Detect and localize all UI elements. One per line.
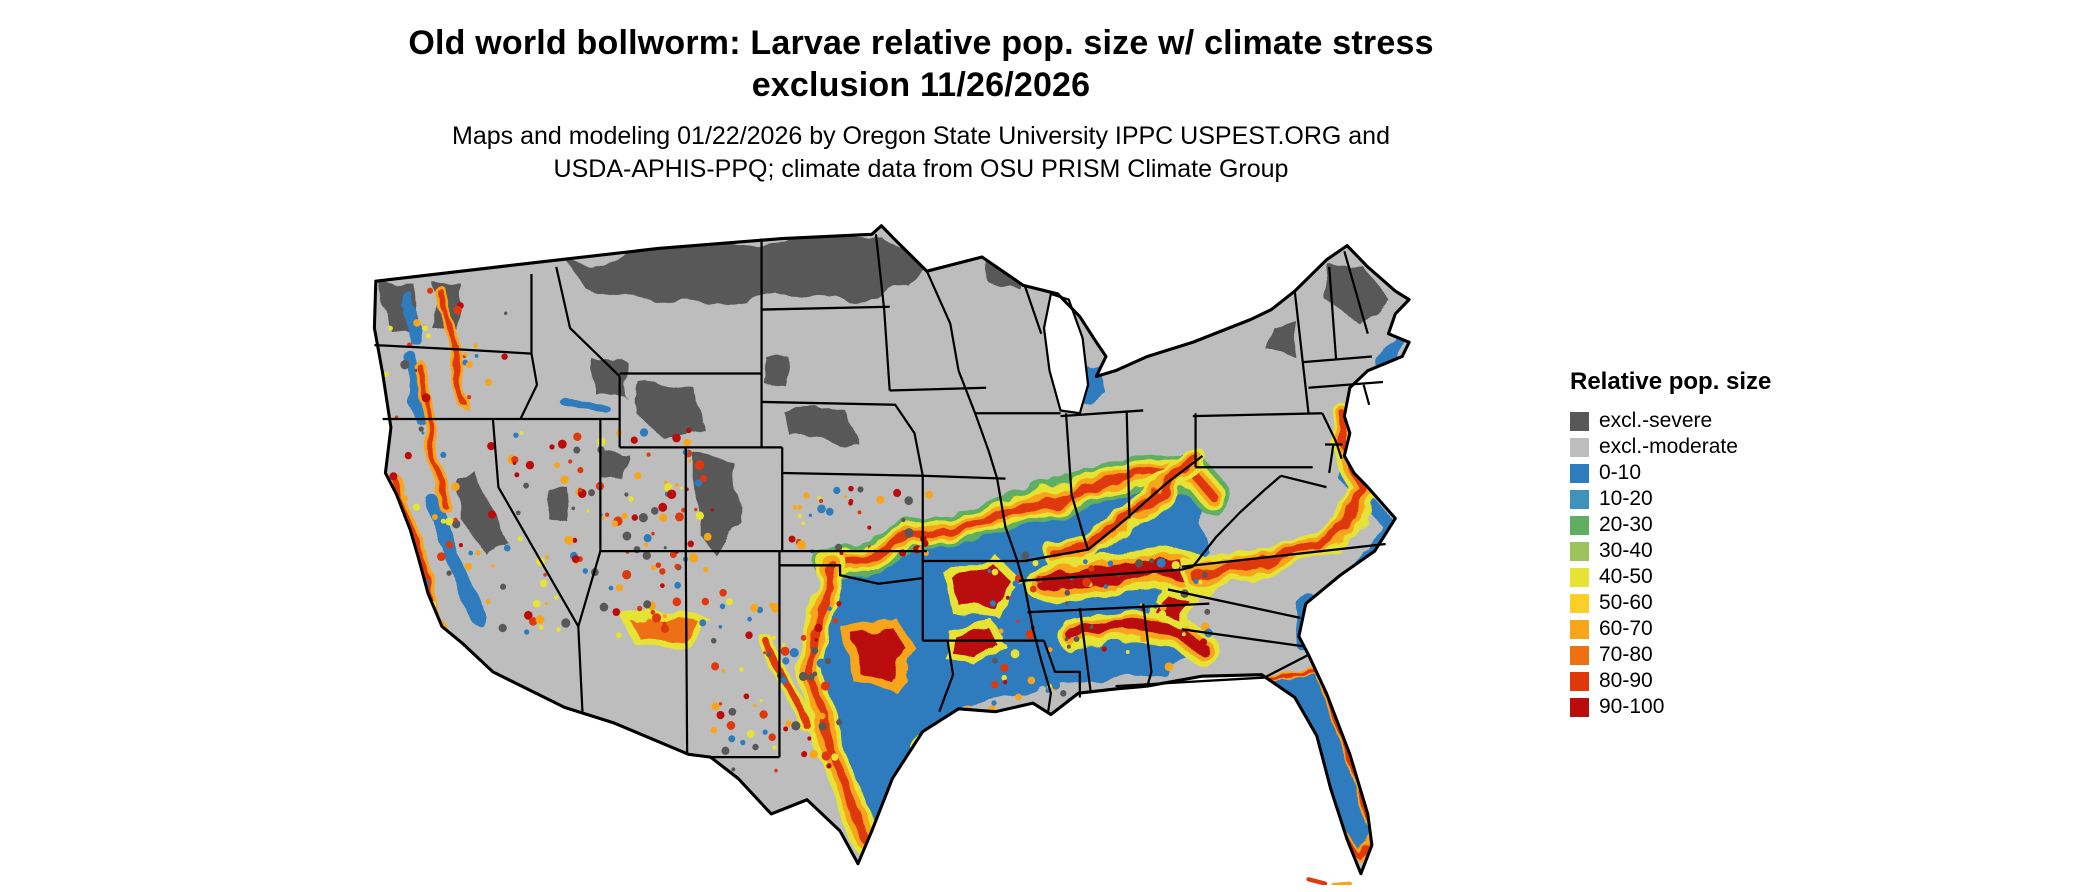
legend-label: excl.-severe — [1599, 409, 1713, 432]
map-fill-layers — [374, 225, 1410, 874]
legend-item: excl.-severe — [1570, 408, 1830, 434]
map-title-line1: Old world bollworm: Larvae relative pop.… — [408, 24, 1434, 62]
legend-label: 80-90 — [1599, 669, 1653, 692]
legend-label: 10-20 — [1599, 487, 1653, 510]
legend-item: 50-60 — [1570, 590, 1830, 616]
legend-swatch — [1570, 697, 1589, 717]
map-subtitle-line2: USDA-APHIS-PPQ; climate data from OSU PR… — [553, 155, 1289, 183]
legend-swatch — [1570, 489, 1589, 509]
florida-keys — [1306, 877, 1352, 885]
legend-item: excl.-moderate — [1570, 434, 1830, 460]
lake-michigan — [1042, 292, 1090, 415]
legend-title: Relative pop. size — [1570, 368, 1772, 395]
legend-items: excl.-severe excl.-moderate 0-10 10-20 20-30… — [1570, 408, 1830, 720]
legend-item: 90-100 — [1570, 694, 1830, 720]
legend-item: 70-80 — [1570, 642, 1830, 668]
map-subtitle: Maps and modeling 01/22/2026 by Oregon S… — [321, 120, 1521, 186]
us-outline — [372, 224, 1411, 876]
legend-item: 30-40 — [1570, 538, 1830, 564]
legend-label: 20-30 — [1599, 513, 1653, 536]
legend-swatch — [1570, 437, 1589, 457]
legend-item: 60-70 — [1570, 616, 1830, 642]
legend-item: 10-20 — [1570, 486, 1830, 512]
legend-swatch — [1570, 645, 1589, 665]
legend-label: 60-70 — [1599, 617, 1653, 640]
legend-swatch — [1570, 619, 1589, 639]
map-header: Old world bollworm: Larvae relative pop.… — [321, 22, 1521, 186]
legend-swatch — [1570, 463, 1589, 483]
legend-label: 50-60 — [1599, 591, 1653, 614]
legend-swatch — [1570, 411, 1589, 431]
legend-label: 30-40 — [1599, 539, 1653, 562]
legend-label: 90-100 — [1599, 695, 1665, 718]
map-title-line2: exclusion 11/26/2026 — [751, 66, 1091, 104]
state-boundaries — [374, 234, 1386, 759]
legend-item: 0-10 — [1570, 460, 1830, 486]
legend-swatch — [1570, 567, 1589, 587]
us-map-svg — [372, 224, 1411, 885]
us-map — [300, 203, 1540, 885]
map-subtitle-line1: Maps and modeling 01/22/2026 by Oregon S… — [452, 122, 1390, 150]
legend-item: 40-50 — [1570, 564, 1830, 590]
legend-swatch — [1570, 541, 1589, 561]
legend-swatch — [1570, 515, 1589, 535]
legend-swatch — [1570, 671, 1589, 691]
legend-swatch — [1570, 593, 1589, 613]
legend-item: 20-30 — [1570, 512, 1830, 538]
legend-label: 0-10 — [1599, 461, 1642, 484]
legend-label: 40-50 — [1599, 565, 1653, 588]
legend-label: 70-80 — [1599, 643, 1653, 666]
legend: Relative pop. size excl.-severe excl.-mod… — [1570, 368, 1830, 720]
legend-item: 80-90 — [1570, 668, 1830, 694]
legend-label: excl.-moderate — [1599, 435, 1738, 458]
